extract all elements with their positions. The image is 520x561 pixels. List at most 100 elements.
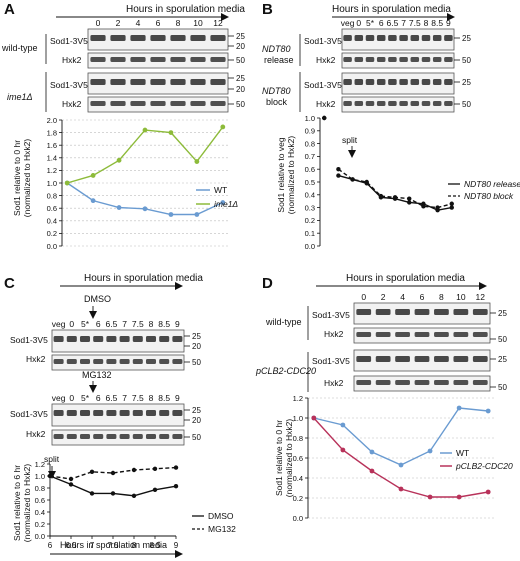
blot-label-c-sod1-dmso: Sod1-3V5 xyxy=(10,335,48,345)
blot-band xyxy=(375,356,391,362)
data-point xyxy=(407,196,412,201)
lane-label: 7.5 xyxy=(132,393,144,403)
series-line xyxy=(338,174,452,211)
blot-band xyxy=(90,57,106,62)
svg-text:50: 50 xyxy=(236,100,245,109)
svg-text:50: 50 xyxy=(498,335,507,344)
data-point xyxy=(435,205,440,210)
blot-band xyxy=(365,79,375,85)
blot-band xyxy=(453,309,469,315)
lane-labels-a: 0 2 4 6 8 10 12 xyxy=(96,18,223,28)
lane-label: 0 xyxy=(96,18,101,28)
panel-letter-b: B xyxy=(262,1,273,18)
legend-c-mg132: MG132 xyxy=(208,524,236,534)
y-tick-label: 1.2 xyxy=(35,460,45,469)
blot-band xyxy=(119,434,130,439)
chart-b: 0.0 0.1 0.2 0.3 0.4 0.5 0.6 0.7 0.8 0.9 1.0 xyxy=(305,114,454,251)
group-label-d-2: pCLB2-CDC20 xyxy=(255,366,316,376)
blot-band xyxy=(66,410,77,416)
blot-band xyxy=(145,336,157,342)
lane-label: 10 xyxy=(193,18,203,28)
data-point xyxy=(364,179,369,185)
blot-band xyxy=(343,79,352,85)
data-point xyxy=(427,448,433,454)
legend-b-block: NDT80 block xyxy=(464,191,514,201)
blot-band xyxy=(414,380,430,385)
y-tick-label: 0.0 xyxy=(293,514,303,523)
data-point xyxy=(220,200,226,205)
series-line xyxy=(66,126,224,184)
svg-text:50: 50 xyxy=(236,56,245,65)
blot-label-c-hxk2-mg132: Hxk2 xyxy=(26,429,46,439)
blot-band xyxy=(399,79,408,85)
header-a: Hours in sporulation media xyxy=(126,4,245,15)
svg-text:25: 25 xyxy=(498,355,507,364)
blot-band xyxy=(410,79,420,85)
y-tick-label: 0.9 xyxy=(305,127,315,136)
blot-c-mg132-sod1 xyxy=(51,403,185,427)
blot-band xyxy=(172,336,183,342)
x-tick-label: 6 xyxy=(48,541,53,550)
y-tick-label: 0.8 xyxy=(47,191,57,200)
blot-band xyxy=(414,332,430,337)
svg-text:20: 20 xyxy=(192,416,201,425)
lane-label: 8 xyxy=(439,292,444,302)
blot-band xyxy=(159,434,170,439)
blot-band xyxy=(421,57,431,62)
lane-label: 8.5 xyxy=(158,319,170,329)
svg-text:25: 25 xyxy=(192,406,201,415)
data-point xyxy=(485,408,491,414)
lane-label: 7.5 xyxy=(132,319,144,329)
blot-band xyxy=(472,380,488,385)
blot-band xyxy=(472,332,488,337)
y-tick-label: 2.0 xyxy=(47,116,57,125)
blot-band xyxy=(434,309,449,315)
data-point xyxy=(131,467,137,473)
y-tick-label: 0.8 xyxy=(305,139,315,148)
blot-band xyxy=(421,101,431,106)
blot-label-a-hxk2-wt: Hxk2 xyxy=(62,55,82,65)
blot-band xyxy=(130,35,146,41)
blot-band xyxy=(90,101,106,106)
blot-c-dmso-hxk2 xyxy=(51,354,185,371)
treatment-dmso: DMSO xyxy=(84,294,111,304)
blot-label-b-hxk2-blk: Hxk2 xyxy=(316,99,336,109)
y-tick-label: 0.4 xyxy=(305,191,315,200)
blot-label-b-hxk2-rel: Hxk2 xyxy=(316,55,336,65)
blot-band xyxy=(150,79,166,85)
y-tick-label: 0.4 xyxy=(47,217,57,226)
y-tick-label: 1.0 xyxy=(305,114,315,123)
blot-band xyxy=(388,35,397,41)
blot-b-block-sod1 xyxy=(341,72,455,95)
blot-band xyxy=(395,332,410,337)
lane-label: 6 xyxy=(96,393,101,403)
blot-band xyxy=(354,79,364,85)
data-point xyxy=(336,167,341,172)
lane-labels-c-dmso: veg 0 5* 6 6.5 7 7.5 8 8.5 9 xyxy=(52,319,180,329)
svg-text:(normalized to Hxk2): (normalized to Hxk2) xyxy=(22,139,32,218)
blot-band xyxy=(395,309,410,315)
blot-label-c-hxk2-dmso: Hxk2 xyxy=(26,354,46,364)
blot-band xyxy=(354,57,364,62)
chart-d: 0.0 0.2 0.4 0.6 0.8 1.0 1.2 xyxy=(293,394,494,523)
lane-label: 4 xyxy=(400,292,405,302)
blot-band xyxy=(472,356,488,362)
blot-band xyxy=(190,79,206,85)
blot-a-wt-sod1 xyxy=(87,28,229,51)
y-tick-label: 0.1 xyxy=(305,229,315,238)
svg-text:split: split xyxy=(342,135,358,145)
data-point xyxy=(427,494,433,500)
y-tick-label: 0.4 xyxy=(35,508,45,517)
lane-label: 8 xyxy=(176,18,181,28)
y-tick-label: 0.2 xyxy=(47,229,57,238)
blot-band xyxy=(132,336,143,342)
lane-label: 0 xyxy=(356,18,361,28)
group-label-b-1b: release xyxy=(264,55,294,65)
blot-band xyxy=(414,356,430,362)
svg-text:(normalized to Hxk2): (normalized to Hxk2) xyxy=(22,464,32,543)
data-point xyxy=(110,470,116,476)
svg-text:50: 50 xyxy=(462,100,471,109)
y-tick-label: 0.2 xyxy=(35,520,45,529)
blot-band xyxy=(343,101,352,106)
lane-label: 8.5 xyxy=(158,393,170,403)
